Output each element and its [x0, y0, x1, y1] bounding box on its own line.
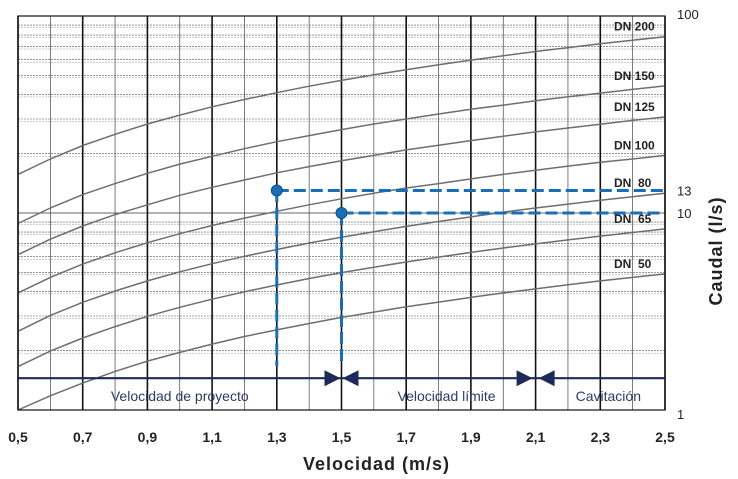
- x-tick-label: 2,5: [655, 429, 675, 445]
- plot-border: [17, 15, 666, 411]
- x-tick-label: 2,3: [591, 429, 611, 445]
- x-tick-label: 0,9: [138, 429, 158, 445]
- velocity-zones: Velocidad de proyecto Velocidad límite Cav…: [18, 370, 665, 404]
- x-tick-label: 1,1: [202, 429, 222, 445]
- dn-label: DN 200: [614, 20, 655, 34]
- dn-curve: [17, 116, 666, 256]
- y-tick-label: 13: [677, 184, 691, 199]
- x-tick-label: 1,3: [267, 429, 287, 445]
- operating-point-marker: [270, 184, 283, 197]
- dn-curves: DN 200 DN 150 DN 125 DN 100 DN 80 DN 65 DN 50: [17, 20, 666, 411]
- zone-label: Velocidad de proyecto: [111, 388, 249, 404]
- zone-arrow-icon: [342, 370, 359, 387]
- x-tick-label: 1,5: [332, 429, 352, 445]
- zone-label: Velocidad límite: [398, 388, 496, 404]
- x-tick-label: 0,5: [8, 429, 28, 445]
- dn-label: DN 100: [614, 138, 655, 152]
- x-axis-title: Velocidad (m/s): [303, 454, 450, 474]
- x-tick-label: 0,7: [73, 429, 93, 445]
- dn-label: DN 80: [614, 176, 652, 190]
- zone-arrow-icon: [516, 370, 533, 387]
- plot-frame: [17, 15, 666, 411]
- y-tick-label: 1: [677, 407, 684, 422]
- zone-label: Cavitación: [576, 388, 641, 404]
- y-axis-title: Caudal (l/s): [706, 196, 726, 305]
- dn-label: DN 50: [614, 257, 652, 271]
- x-tick-label: 1,9: [461, 429, 481, 445]
- dn-curve: [17, 35, 666, 176]
- y-tick-label: 10: [677, 206, 691, 221]
- dn-curve: [17, 154, 666, 294]
- guide-lines: [270, 184, 665, 366]
- dn-label: DN 65: [614, 212, 652, 226]
- zone-arrow-icon: [538, 370, 555, 387]
- axis-labels: 0,5 0,7 0,9 1,1 1,3 1,5 1,7 1,9 2,1 2,3 2,51 10 13 10…: [8, 7, 726, 474]
- zone-arrow-icon: [324, 370, 341, 387]
- x-tick-label: 2,1: [526, 429, 546, 445]
- dn-label: DN 125: [614, 100, 655, 114]
- dn-label: DN 150: [614, 69, 655, 83]
- dn-curve: [17, 85, 666, 225]
- x-tick-label: 1,7: [396, 429, 416, 445]
- y-tick-label: 100: [677, 7, 699, 22]
- operating-point-marker: [335, 207, 348, 219]
